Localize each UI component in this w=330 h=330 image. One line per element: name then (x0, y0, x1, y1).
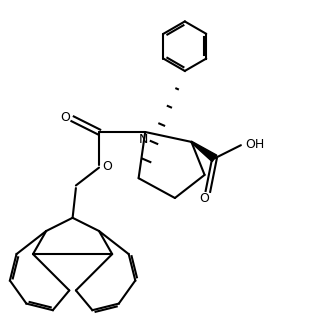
Text: OH: OH (245, 138, 264, 151)
Text: O: O (200, 191, 210, 205)
Text: N: N (139, 133, 148, 146)
Text: O: O (60, 111, 70, 124)
Text: O: O (102, 160, 112, 173)
Polygon shape (191, 141, 217, 162)
